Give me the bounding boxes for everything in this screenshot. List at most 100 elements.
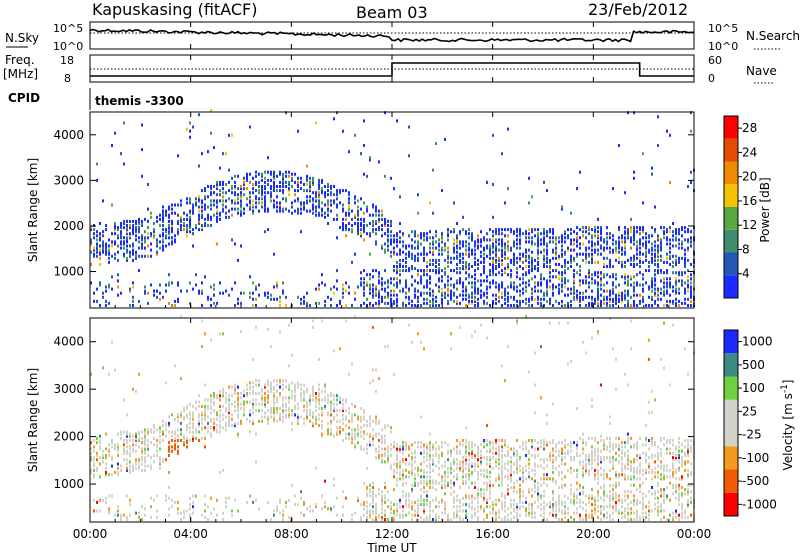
heatmap-cell — [405, 291, 407, 295]
heatmap-cell — [249, 199, 251, 203]
heatmap-cell — [603, 246, 605, 250]
heatmap-cell — [396, 462, 398, 466]
heatmap-cell — [612, 289, 614, 293]
heatmap-cell — [300, 387, 302, 391]
heatmap-cell — [228, 180, 230, 184]
heatmap-cell — [249, 205, 251, 209]
heatmap-cell — [525, 281, 527, 285]
heatmap-cell — [423, 238, 425, 242]
heatmap-cell — [189, 439, 191, 442]
heatmap-cell — [378, 492, 380, 496]
heatmap-cell — [297, 199, 299, 203]
heatmap-cell — [378, 299, 380, 303]
heatmap-cell — [144, 428, 146, 432]
heatmap-cell — [108, 473, 110, 477]
heatmap-cell — [393, 468, 395, 472]
heatmap-cell — [507, 460, 509, 464]
heatmap-cell — [543, 242, 545, 246]
heatmap-cell — [489, 464, 491, 468]
heatmap-cell — [315, 421, 317, 425]
heatmap-cell — [141, 238, 143, 242]
heatmap-cell — [495, 479, 497, 483]
heatmap-cell — [357, 424, 359, 428]
heatmap-cell — [300, 301, 302, 305]
heatmap-cell — [633, 234, 635, 238]
heatmap-cell — [498, 439, 500, 442]
heatmap-cell — [612, 234, 614, 238]
heatmap-cell — [228, 398, 230, 402]
colorbar-tick-label: 8 — [742, 242, 750, 256]
heatmap-cell — [405, 256, 407, 260]
heatmap-cell — [414, 473, 416, 477]
heatmap-cell — [363, 277, 365, 281]
heatmap-cell — [282, 509, 284, 513]
heatmap-cell — [594, 244, 596, 248]
heatmap-cell — [294, 199, 296, 203]
heatmap-cell — [327, 207, 329, 211]
heatmap-cell — [522, 494, 524, 498]
heatmap-cell — [150, 505, 152, 509]
heatmap-cell — [585, 254, 587, 258]
heatmap-cell — [504, 242, 506, 246]
heatmap-cell — [426, 454, 428, 457]
heatmap-cell — [552, 285, 554, 289]
heatmap-cell — [342, 295, 344, 299]
heatmap-cell — [228, 133, 230, 137]
heatmap-cell — [180, 439, 182, 442]
heatmap-cell — [636, 256, 638, 260]
heatmap-cell — [522, 475, 524, 479]
heatmap-cell — [378, 454, 380, 457]
heatmap-cell — [135, 389, 137, 393]
heatmap-cell — [198, 413, 200, 417]
heatmap-cell — [396, 503, 398, 507]
heatmap-cell — [420, 293, 422, 297]
heatmap-cell — [546, 283, 548, 287]
heatmap-cell — [144, 449, 146, 453]
heatmap-cell — [108, 260, 110, 264]
heatmap-cell — [537, 252, 539, 256]
heatmap-cell — [141, 518, 143, 521]
heatmap-cell — [543, 293, 545, 297]
heatmap-cell — [540, 242, 542, 246]
heatmap-cell — [570, 258, 572, 262]
heatmap-cell — [165, 230, 167, 234]
heatmap-cell — [291, 178, 293, 182]
heatmap-cell — [678, 246, 680, 250]
heatmap-cell — [156, 242, 158, 246]
heatmap-cell — [168, 415, 170, 419]
heatmap-cell — [141, 246, 143, 250]
heatmap-cell — [255, 197, 257, 201]
heatmap-cell — [390, 511, 392, 515]
heatmap-cell — [129, 289, 131, 293]
heatmap-cell — [594, 226, 596, 230]
heatmap-cell — [516, 321, 518, 325]
heatmap-cell — [555, 256, 557, 260]
heatmap-cell — [453, 291, 455, 295]
heatmap-cell — [261, 189, 263, 193]
heatmap-cell — [264, 207, 266, 211]
heatmap-cell — [423, 511, 425, 515]
heatmap-cell — [354, 436, 356, 440]
heatmap-cell — [585, 256, 587, 260]
heatmap-cell — [474, 260, 476, 264]
heatmap-cell — [294, 494, 296, 498]
heatmap-cell — [534, 511, 536, 515]
heatmap-cell — [168, 496, 170, 500]
heatmap-cell — [501, 364, 503, 368]
heatmap-cell — [690, 129, 692, 133]
heatmap-cell — [528, 201, 530, 205]
heatmap-cell — [522, 277, 524, 281]
heatmap-cell — [426, 475, 428, 479]
heatmap-cell — [165, 211, 167, 215]
heatmap-cell — [309, 394, 311, 398]
heatmap-cell — [480, 449, 482, 453]
freq-line — [90, 62, 694, 77]
heatmap-cell — [375, 507, 377, 511]
heatmap-cell — [459, 509, 461, 513]
heatmap-cell — [198, 222, 200, 225]
heatmap-cell — [336, 513, 338, 517]
heatmap-cell — [216, 424, 218, 428]
heatmap-cell — [234, 409, 236, 413]
heatmap-cell — [288, 189, 290, 193]
heatmap-cell — [669, 226, 671, 230]
